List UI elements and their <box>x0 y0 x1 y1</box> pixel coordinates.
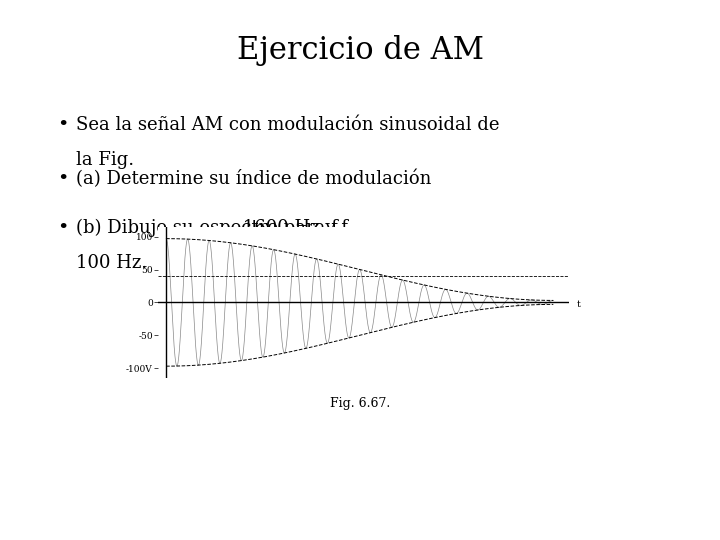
Text: •: • <box>58 170 69 188</box>
Text: •: • <box>58 219 69 237</box>
Text: Ejercicio de AM: Ejercicio de AM <box>237 35 483 66</box>
Text: la Fig.: la Fig. <box>76 151 134 169</box>
Text: 1600 Hz y f: 1600 Hz y f <box>237 219 348 237</box>
Text: c: c <box>233 231 240 244</box>
Text: •: • <box>58 116 69 134</box>
Text: m: m <box>302 231 314 244</box>
Text: (a) Determine su índice de modulación: (a) Determine su índice de modulación <box>76 170 431 188</box>
Text: Fig. 6.67.: Fig. 6.67. <box>330 397 390 410</box>
Text: Sea la señal AM con modulación sinusoidal de: Sea la señal AM con modulación sinusoida… <box>76 116 499 134</box>
Text: t: t <box>577 300 581 309</box>
Text: 100 Hz.: 100 Hz. <box>76 254 147 272</box>
Text: (b) Dibuje su espectro para f: (b) Dibuje su espectro para f <box>76 219 338 237</box>
